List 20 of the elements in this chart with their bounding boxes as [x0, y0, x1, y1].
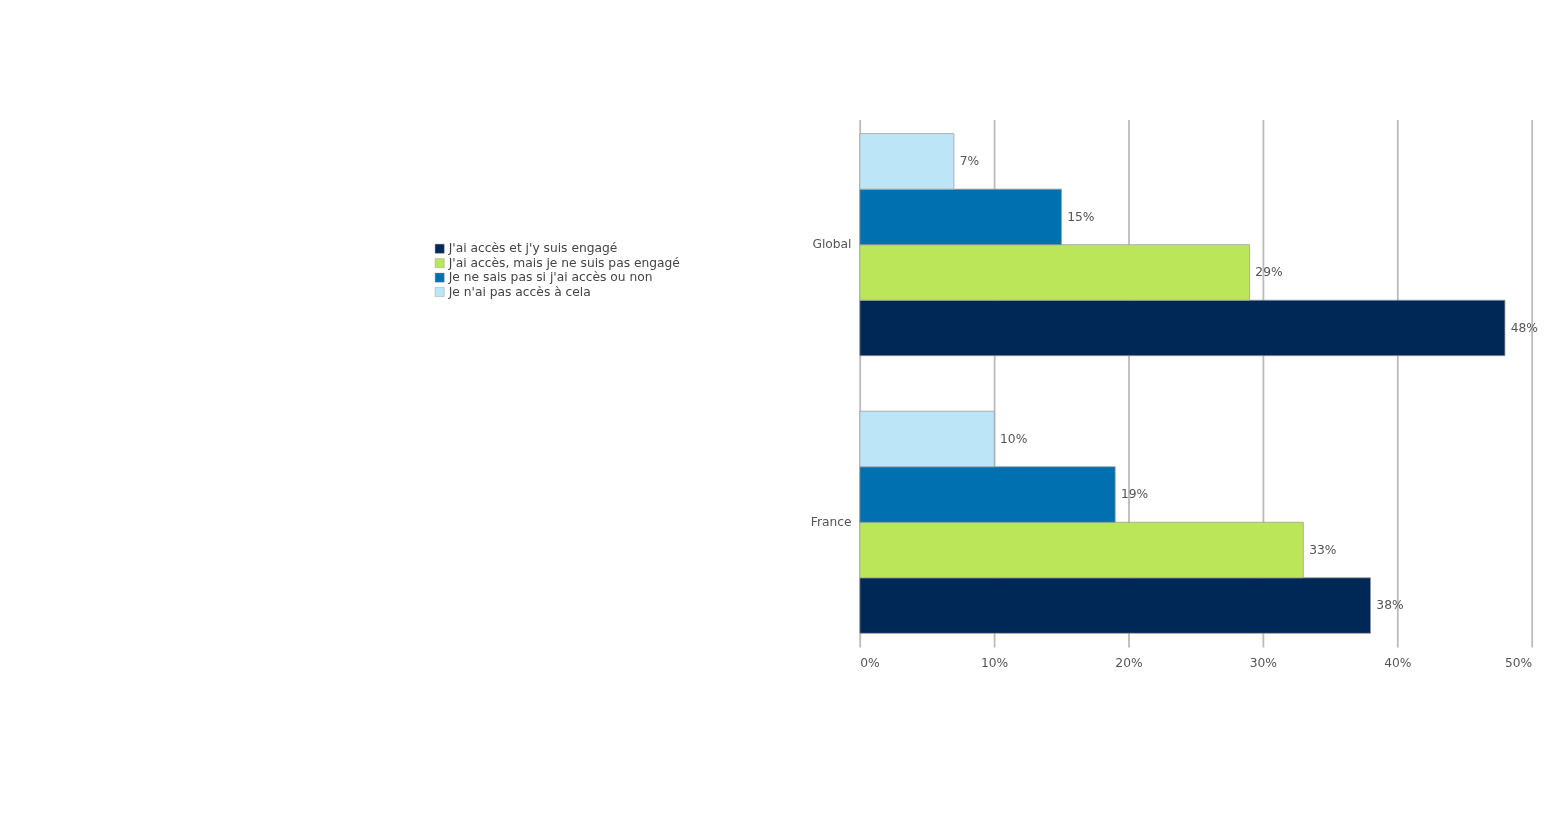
x-tick-label: 30% — [1249, 656, 1278, 671]
x-tick-label: 50% — [1504, 656, 1533, 671]
data-label: 15% — [1067, 209, 1095, 224]
x-tick-label: 10% — [980, 656, 1009, 671]
data-label: 10% — [1000, 431, 1028, 446]
legend-label: Je ne sais pas si j'ai accès ou non — [447, 270, 653, 285]
x-tick-label: 0% — [860, 656, 880, 671]
y-tick-label: France — [810, 514, 852, 529]
x-tick-label: 20% — [1115, 656, 1143, 671]
legend-label: J'ai accès, mais je ne suis pas engagé — [447, 255, 680, 270]
data-label: 38% — [1376, 598, 1404, 613]
data-label: 19% — [1120, 487, 1149, 502]
legend-label: J'ai accès et j'y suis engagé — [447, 241, 618, 256]
data-label: 29% — [1255, 265, 1283, 280]
data-label: 48% — [1510, 320, 1538, 335]
data-label: 33% — [1309, 542, 1337, 557]
legend-label: Je n'ai pas accès à cela — [447, 284, 591, 299]
x-tick-label: 40% — [1384, 656, 1412, 671]
data-label: 7% — [959, 153, 980, 168]
y-tick-label: Global — [812, 237, 852, 252]
